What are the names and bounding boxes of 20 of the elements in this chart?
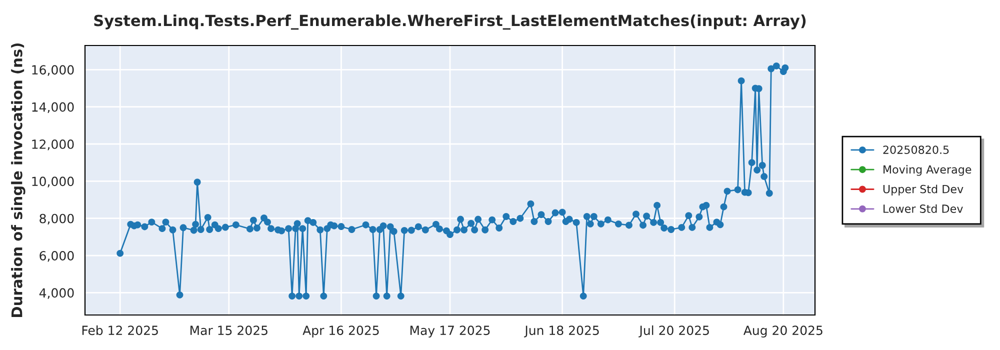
legend-label: Upper Std Dev	[883, 184, 964, 196]
x-tick-label: Apr 16 2025	[302, 326, 379, 338]
x-tick-label: Feb 12 2025	[82, 325, 158, 336]
y-tick-label: 8,000	[40, 214, 74, 225]
legend-label: Lower Std Dev	[884, 204, 963, 213]
legend-label: 20250820.5	[883, 146, 949, 154]
x-tick-label: Jul 20 2025	[638, 325, 709, 338]
y-tick-label: 16,000	[32, 65, 74, 76]
x-tick-label: Mar 15 2025	[190, 326, 268, 336]
y-tick-label: 4,000	[39, 288, 74, 299]
y-axis-title: Duration of single invocation (ns)	[11, 43, 26, 317]
y-tick-label: 10,000	[32, 176, 74, 188]
chart-title: System.Linq.Tests.Perf_Enumerable.WhereFirst_LastElementMatches(input: Array)	[94, 14, 806, 30]
y-tick-label: 12,000	[32, 139, 74, 150]
x-tick-label: Jun 18 2025	[524, 326, 599, 338]
legend-label: Moving Average	[884, 165, 972, 176]
x-tick-label: May 17 2025	[410, 326, 490, 338]
y-tick-label: 6,000	[40, 250, 74, 262]
y-tick-label: 14,000	[32, 102, 74, 114]
x-tick-label: Aug 20 2025	[743, 326, 822, 338]
